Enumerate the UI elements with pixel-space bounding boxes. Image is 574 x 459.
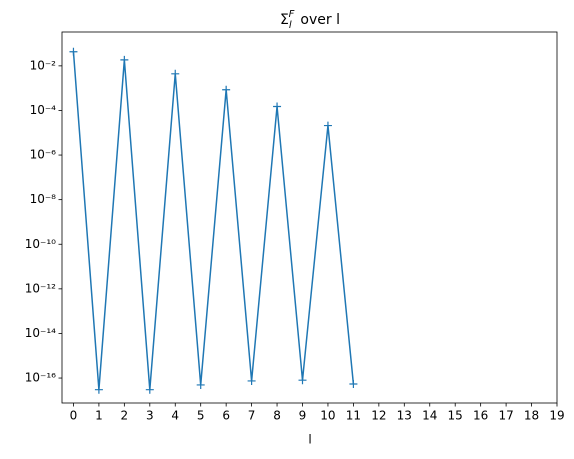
x-tick-label: 15 <box>448 409 463 423</box>
x-tick-label: 18 <box>524 409 539 423</box>
y-tick-label: 10⁻⁴ <box>30 103 57 117</box>
marker <box>298 376 307 385</box>
y-tick-label: 10⁻¹² <box>25 281 56 295</box>
x-tick-label: 10 <box>320 409 335 423</box>
x-tick-label: 4 <box>171 409 179 423</box>
y-tick-label: 10⁻⁶ <box>30 148 57 162</box>
title-text: over l <box>300 12 340 28</box>
marker <box>145 385 154 394</box>
x-tick-label: 3 <box>146 409 154 423</box>
x-tick-label: 8 <box>273 409 281 423</box>
x-tick-label: 16 <box>473 409 488 423</box>
series-line <box>72 51 355 390</box>
marker <box>196 380 205 389</box>
x-tick-label: 5 <box>197 409 205 423</box>
marker <box>273 102 282 111</box>
title-symbol: Σ <box>280 12 289 28</box>
marker <box>171 69 180 78</box>
y-tick-label: 10⁻¹⁴ <box>25 326 56 340</box>
y-tick-label: 10⁻⁸ <box>30 192 57 206</box>
title-sup: F <box>289 9 295 20</box>
x-tick-label: 19 <box>549 409 564 423</box>
x-tick-label: 14 <box>422 409 437 423</box>
y-tick-label: 10⁻² <box>30 58 57 72</box>
y-tick-label: 10⁻¹⁶ <box>25 371 56 385</box>
marker <box>323 121 332 130</box>
x-tick-label: 9 <box>299 409 307 423</box>
x-tick-label: 6 <box>222 409 230 423</box>
x-tick-label: 0 <box>70 409 78 423</box>
x-tick-label: 17 <box>498 409 513 423</box>
x-tick-label: 11 <box>346 409 361 423</box>
marker <box>247 376 256 385</box>
chart-title: ΣlF over l <box>280 9 340 31</box>
title-sub: l <box>289 20 292 31</box>
x-tick-label: 13 <box>397 409 412 423</box>
marker <box>349 380 358 389</box>
plot-frame <box>61 31 558 404</box>
x-tick-label: 2 <box>121 409 129 423</box>
x-tick-label: 7 <box>248 409 256 423</box>
x-tick-label: 1 <box>95 409 103 423</box>
x-tick-label: 12 <box>371 409 386 423</box>
marker <box>120 55 129 64</box>
marker <box>222 85 231 94</box>
x-axis-label: l <box>308 433 311 447</box>
marker <box>69 47 78 56</box>
marker <box>94 385 103 394</box>
y-tick-label: 10⁻¹⁰ <box>25 237 56 251</box>
